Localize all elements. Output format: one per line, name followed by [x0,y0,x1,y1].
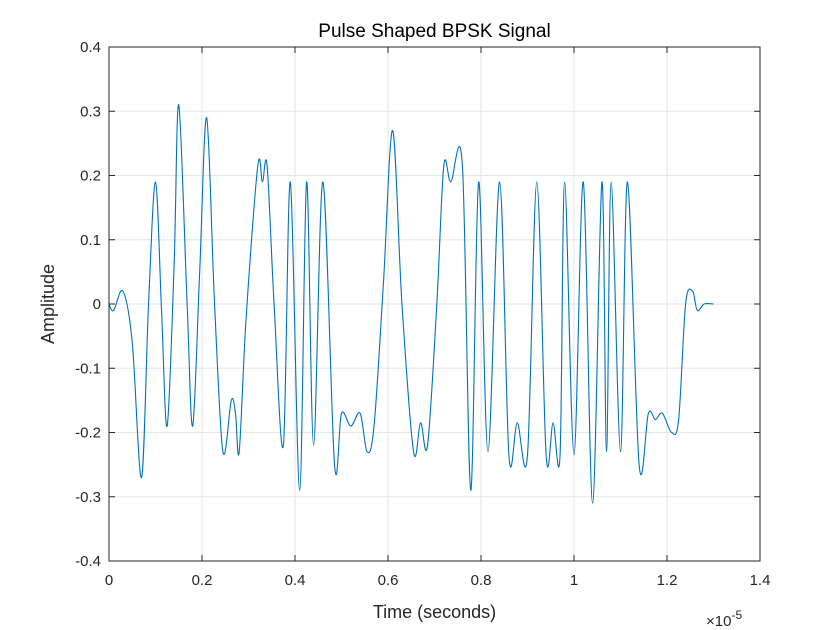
x-exponent-base: ×10 [706,613,731,630]
x-tick-label: 1.4 [750,572,771,589]
y-tick-label: -0.2 [75,425,101,442]
y-tick-label: 0.4 [80,39,101,56]
chart-title: Pulse Shaped BPSK Signal [318,21,550,42]
series-layer [108,104,714,504]
x-tick-label: 1.2 [657,572,678,589]
y-tick-label: 0.3 [80,103,101,120]
x-tick-label: 0.4 [285,572,306,589]
x-tick-label: 0 [105,572,113,589]
x-axis-label: Time (seconds) [373,602,496,622]
x-tick-label: 0.8 [471,572,492,589]
x-tick-label: 0.6 [378,572,399,589]
x-exponent-power: -5 [731,608,742,622]
series-line-0 [108,104,714,504]
y-tick-label: 0 [93,296,101,313]
ticks: 0 0.2 0.4 0.6 0.8 1 1.2 1.4 -0.4 -0.3 -0.2 -0.1 0 0.1… [75,39,770,589]
y-tick-label: -0.3 [75,489,101,506]
x-exponent-label: ×10-5 [706,608,742,630]
y-tick-label: -0.1 [75,360,101,377]
y-tick-label: -0.4 [75,553,101,570]
y-tick-label: 0.2 [80,168,101,185]
x-tick-label: 1 [570,572,578,589]
x-tick-label: 0.2 [192,572,213,589]
y-axis-label: Amplitude [38,264,58,344]
y-tick-label: 0.1 [80,232,101,249]
